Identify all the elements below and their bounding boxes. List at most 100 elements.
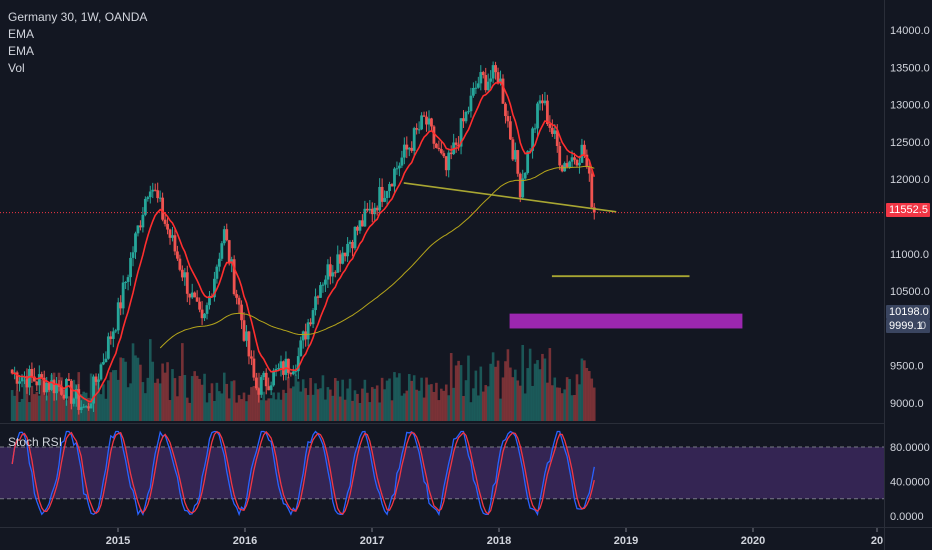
candle-body[interactable] (587, 167, 591, 174)
candle-body[interactable] (65, 379, 68, 399)
candle-body[interactable] (146, 197, 150, 199)
candle-body[interactable] (299, 340, 303, 357)
candle-body[interactable] (264, 372, 268, 387)
candle-body[interactable] (479, 72, 483, 84)
candle-body[interactable] (311, 310, 315, 325)
candle-body[interactable] (156, 190, 160, 199)
candle-body[interactable] (119, 302, 123, 309)
candle-body[interactable] (484, 75, 488, 91)
stoch-k-line[interactable] (11, 430, 595, 517)
candles[interactable] (10, 61, 596, 415)
candle-body[interactable] (82, 406, 86, 408)
candle-body[interactable] (240, 304, 243, 321)
candle-body[interactable] (274, 368, 278, 371)
candle-body[interactable] (459, 118, 463, 147)
candle-body[interactable] (380, 186, 384, 202)
candle-body[interactable] (148, 191, 152, 198)
price-zone[interactable] (509, 313, 743, 329)
candle-body[interactable] (420, 115, 423, 130)
candle-body[interactable] (143, 198, 147, 215)
candle-body[interactable] (10, 369, 14, 374)
candle-body[interactable] (67, 379, 71, 381)
candle-body[interactable] (521, 178, 525, 198)
candle-body[interactable] (242, 320, 246, 341)
candle-body[interactable] (287, 358, 290, 373)
candle-body[interactable] (18, 381, 21, 384)
candle-body[interactable] (378, 186, 382, 211)
candle-body[interactable] (506, 116, 510, 122)
candle-body[interactable] (215, 266, 219, 279)
candle-body[interactable] (20, 377, 24, 382)
candle-body[interactable] (407, 147, 411, 150)
candle-body[interactable] (353, 226, 357, 249)
candle-body[interactable] (368, 208, 372, 211)
candle-body[interactable] (104, 358, 108, 363)
candle-body[interactable] (343, 252, 347, 257)
indicator-volume[interactable]: Vol (8, 61, 25, 75)
candle-body[interactable] (198, 301, 202, 310)
candle-body[interactable] (582, 144, 586, 155)
candle-body[interactable] (45, 382, 49, 393)
candle-body[interactable] (417, 129, 421, 131)
trendline[interactable] (403, 182, 617, 213)
candle-body[interactable] (365, 208, 369, 211)
candle-body[interactable] (171, 235, 174, 238)
candle-body[interactable] (92, 376, 95, 404)
candle-body[interactable] (481, 72, 485, 76)
candle-body[interactable] (74, 389, 78, 399)
candle-body[interactable] (124, 281, 128, 283)
candle-body[interactable] (550, 127, 554, 134)
candle-body[interactable] (375, 207, 379, 211)
candle-body[interactable] (87, 406, 91, 409)
candle-body[interactable] (205, 305, 209, 314)
candle-body[interactable] (195, 297, 199, 302)
candle-body[interactable] (565, 163, 569, 167)
candle-body[interactable] (227, 240, 231, 264)
candle-body[interactable] (116, 302, 120, 331)
candle-body[interactable] (69, 380, 73, 404)
candle-body[interactable] (590, 173, 594, 208)
candle-body[interactable] (328, 264, 332, 277)
candle-body[interactable] (457, 144, 460, 147)
candle-body[interactable] (153, 189, 157, 191)
candle-body[interactable] (139, 225, 142, 228)
candle-body[interactable] (449, 152, 453, 155)
candle-body[interactable] (555, 130, 559, 147)
candle-body[interactable] (383, 198, 387, 202)
candle-body[interactable] (511, 139, 515, 160)
candle-body[interactable] (558, 146, 562, 166)
candle-body[interactable] (536, 103, 539, 129)
candle-body[interactable] (30, 368, 34, 377)
candle-body[interactable] (474, 87, 478, 89)
candle-body[interactable] (178, 258, 182, 270)
candle-body[interactable] (425, 116, 428, 125)
candle-body[interactable] (518, 173, 522, 198)
candle-body[interactable] (79, 407, 83, 410)
candle-body[interactable] (454, 142, 458, 145)
candle-body[interactable] (136, 225, 140, 234)
candle-body[interactable] (464, 111, 468, 122)
candle-body[interactable] (252, 358, 256, 378)
candle-body[interactable] (84, 406, 88, 408)
candle-body[interactable] (232, 259, 236, 295)
candle-body[interactable] (585, 154, 589, 168)
candle-body[interactable] (321, 284, 325, 286)
candle-body[interactable] (370, 208, 374, 215)
candle-body[interactable] (412, 128, 416, 151)
candle-body[interactable] (235, 294, 239, 298)
candle-body[interactable] (501, 78, 505, 104)
candle-body[interactable] (568, 161, 571, 167)
candle-body[interactable] (575, 159, 579, 166)
candle-body[interactable] (213, 278, 216, 298)
candle-body[interactable] (486, 81, 490, 91)
candle-body[interactable] (422, 115, 426, 117)
candle-body[interactable] (516, 150, 520, 174)
candle-body[interactable] (410, 147, 414, 151)
candle-body[interactable] (55, 384, 58, 394)
candle-body[interactable] (541, 100, 544, 104)
candle-body[interactable] (129, 257, 132, 278)
candle-body[interactable] (513, 150, 517, 160)
candle-body[interactable] (442, 153, 446, 157)
candle-body[interactable] (180, 269, 184, 278)
candle-body[interactable] (415, 128, 419, 130)
